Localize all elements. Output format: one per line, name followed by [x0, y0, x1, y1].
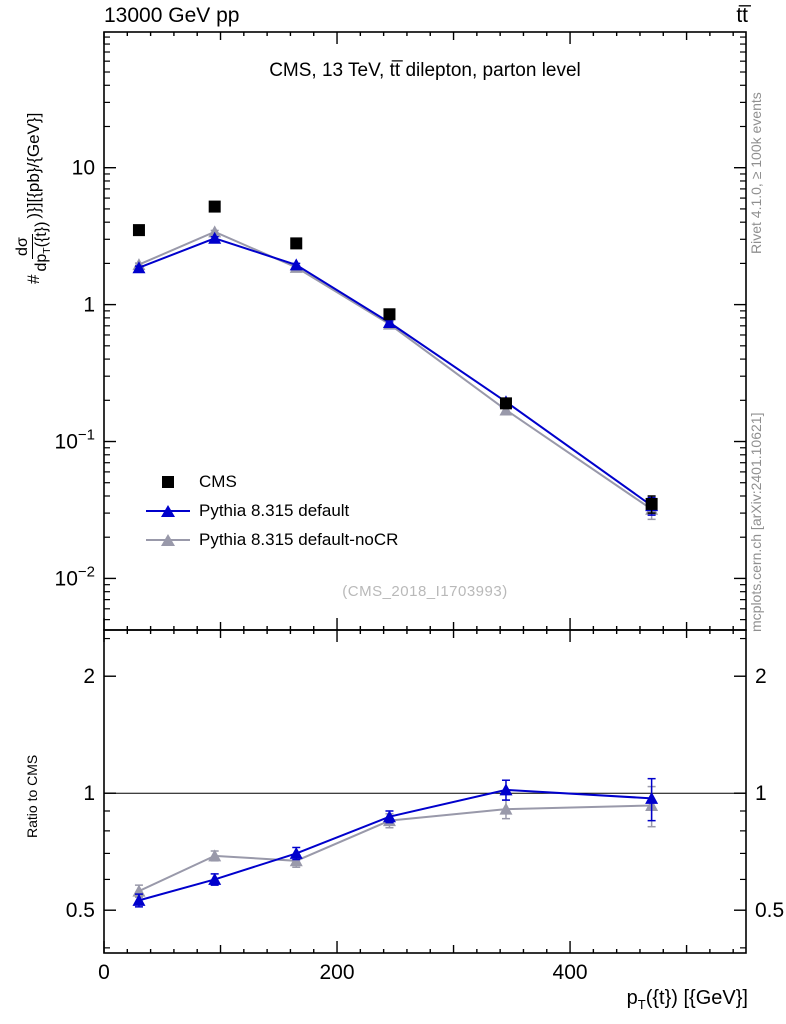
svg-text:2: 2	[83, 665, 95, 688]
legend-label-pythia-nocr: Pythia 8.315 default-noCR	[199, 529, 399, 549]
mcplots-reference-note: mcplots.cern.ch [arXiv:2401.10621]	[748, 412, 764, 632]
legend-item-pythia-default: Pythia 8.315 default	[146, 496, 398, 525]
svg-text:1: 1	[755, 782, 767, 805]
rivet-version-note: Rivet 4.1.0, ≥ 100k events	[748, 92, 764, 254]
pythia-default-triangle-marker-icon	[146, 503, 190, 519]
ylabel-den-sub: T	[42, 247, 54, 254]
svg-text:2: 2	[755, 665, 767, 688]
svg-text:400: 400	[553, 961, 588, 984]
legend-item-cms: CMS	[146, 467, 398, 496]
process-label: tt̅	[736, 4, 748, 27]
ylabel-fraction-numerator: dσ	[14, 234, 34, 259]
legend-label-pythia-default: Pythia 8.315 default	[199, 500, 350, 520]
analysis-watermark: (CMS_2018_I1703993)	[342, 583, 508, 600]
svg-text:0: 0	[98, 961, 110, 984]
svg-text:0.5: 0.5	[755, 899, 784, 922]
ylabel-fraction: dσ dpT({t})	[14, 222, 55, 272]
ylabel-units: )}][{pb}/{GeV}]	[24, 112, 44, 219]
main-y-axis-label: # dσ dpT({t}) )}][{pb}/{GeV}]	[14, 113, 55, 284]
xlabel-pre: p	[626, 987, 638, 1009]
svg-text:200: 200	[320, 961, 355, 984]
ylabel-fraction-denominator: dpT({t})	[33, 222, 54, 272]
pythia-nocr-triangle-marker-icon	[146, 532, 190, 548]
xlabel-sub: T	[637, 997, 646, 1012]
plot-title: CMS, 13 TeV, tt̅ dilepton, parton level	[269, 60, 581, 81]
cms-square-marker-icon	[146, 474, 190, 490]
beam-energy-label: 13000 GeV pp	[104, 4, 240, 27]
legend-item-pythia-nocr: Pythia 8.315 default-noCR	[146, 525, 398, 554]
ylabel-den-post: ({t})	[33, 221, 51, 248]
svg-text:10−2: 10−2	[55, 563, 95, 590]
svg-text:0.5: 0.5	[66, 899, 95, 922]
ratio-panel: 0 200 400 0.5 0.5 1 1 2 2	[66, 629, 784, 984]
x-axis-label: pT({t}) [{GeV}]	[627, 987, 748, 1012]
svg-text:1: 1	[83, 782, 95, 805]
legend-label-cms: CMS	[199, 471, 237, 491]
ratio-y-axis-label: Ratio to CMS	[24, 754, 40, 838]
svg-text:1: 1	[83, 294, 95, 317]
main-panel: 10 1 10−1 10−2	[55, 31, 747, 631]
svg-text:10−1: 10−1	[55, 427, 95, 454]
svg-text:10: 10	[72, 157, 95, 180]
xlabel-post: ({t}) [{GeV}]	[645, 987, 748, 1009]
legend: CMS Pythia 8.315 default Pythia 8.315 de…	[146, 467, 398, 554]
ylabel-prefix: #	[24, 274, 44, 284]
ylabel-den-pre: dp	[33, 253, 51, 272]
